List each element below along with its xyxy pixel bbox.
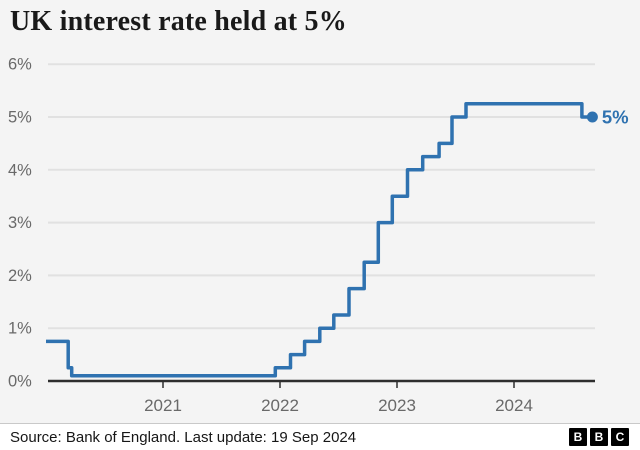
y-axis-label: 6% [8, 56, 32, 74]
y-axis-label: 0% [8, 373, 32, 391]
y-axis-label: 1% [8, 320, 32, 338]
rate-chart: 0% 1% 2% 3% 4% 5% 6% 2021 2022 2023 2024 5% [8, 56, 629, 415]
bbc-logo-letter-c: C [611, 428, 629, 446]
bbc-logo-letter-b2: B [590, 428, 608, 446]
x-axis-label: 2021 [144, 396, 182, 415]
bbc-logo: B B C [569, 428, 629, 446]
y-axis-label: 5% [8, 109, 32, 127]
series-end-dot [586, 111, 598, 123]
y-axis-label: 2% [8, 267, 32, 285]
source-note: Source: Bank of England. Last update: 19… [10, 428, 357, 446]
chart-footer: Source: Bank of England. Last update: 19… [0, 423, 640, 450]
series-end-label: 5% [602, 107, 629, 128]
y-axis-label: 4% [8, 161, 32, 179]
x-axis-label: 2024 [495, 396, 533, 415]
rate-step-line [46, 102, 593, 378]
x-axis-label: 2023 [378, 396, 416, 415]
x-axis-label: 2022 [261, 396, 299, 415]
y-axis-label: 3% [8, 214, 32, 232]
chart-title: UK interest rate held at 5% [10, 6, 347, 37]
bbc-logo-letter-b1: B [569, 428, 587, 446]
